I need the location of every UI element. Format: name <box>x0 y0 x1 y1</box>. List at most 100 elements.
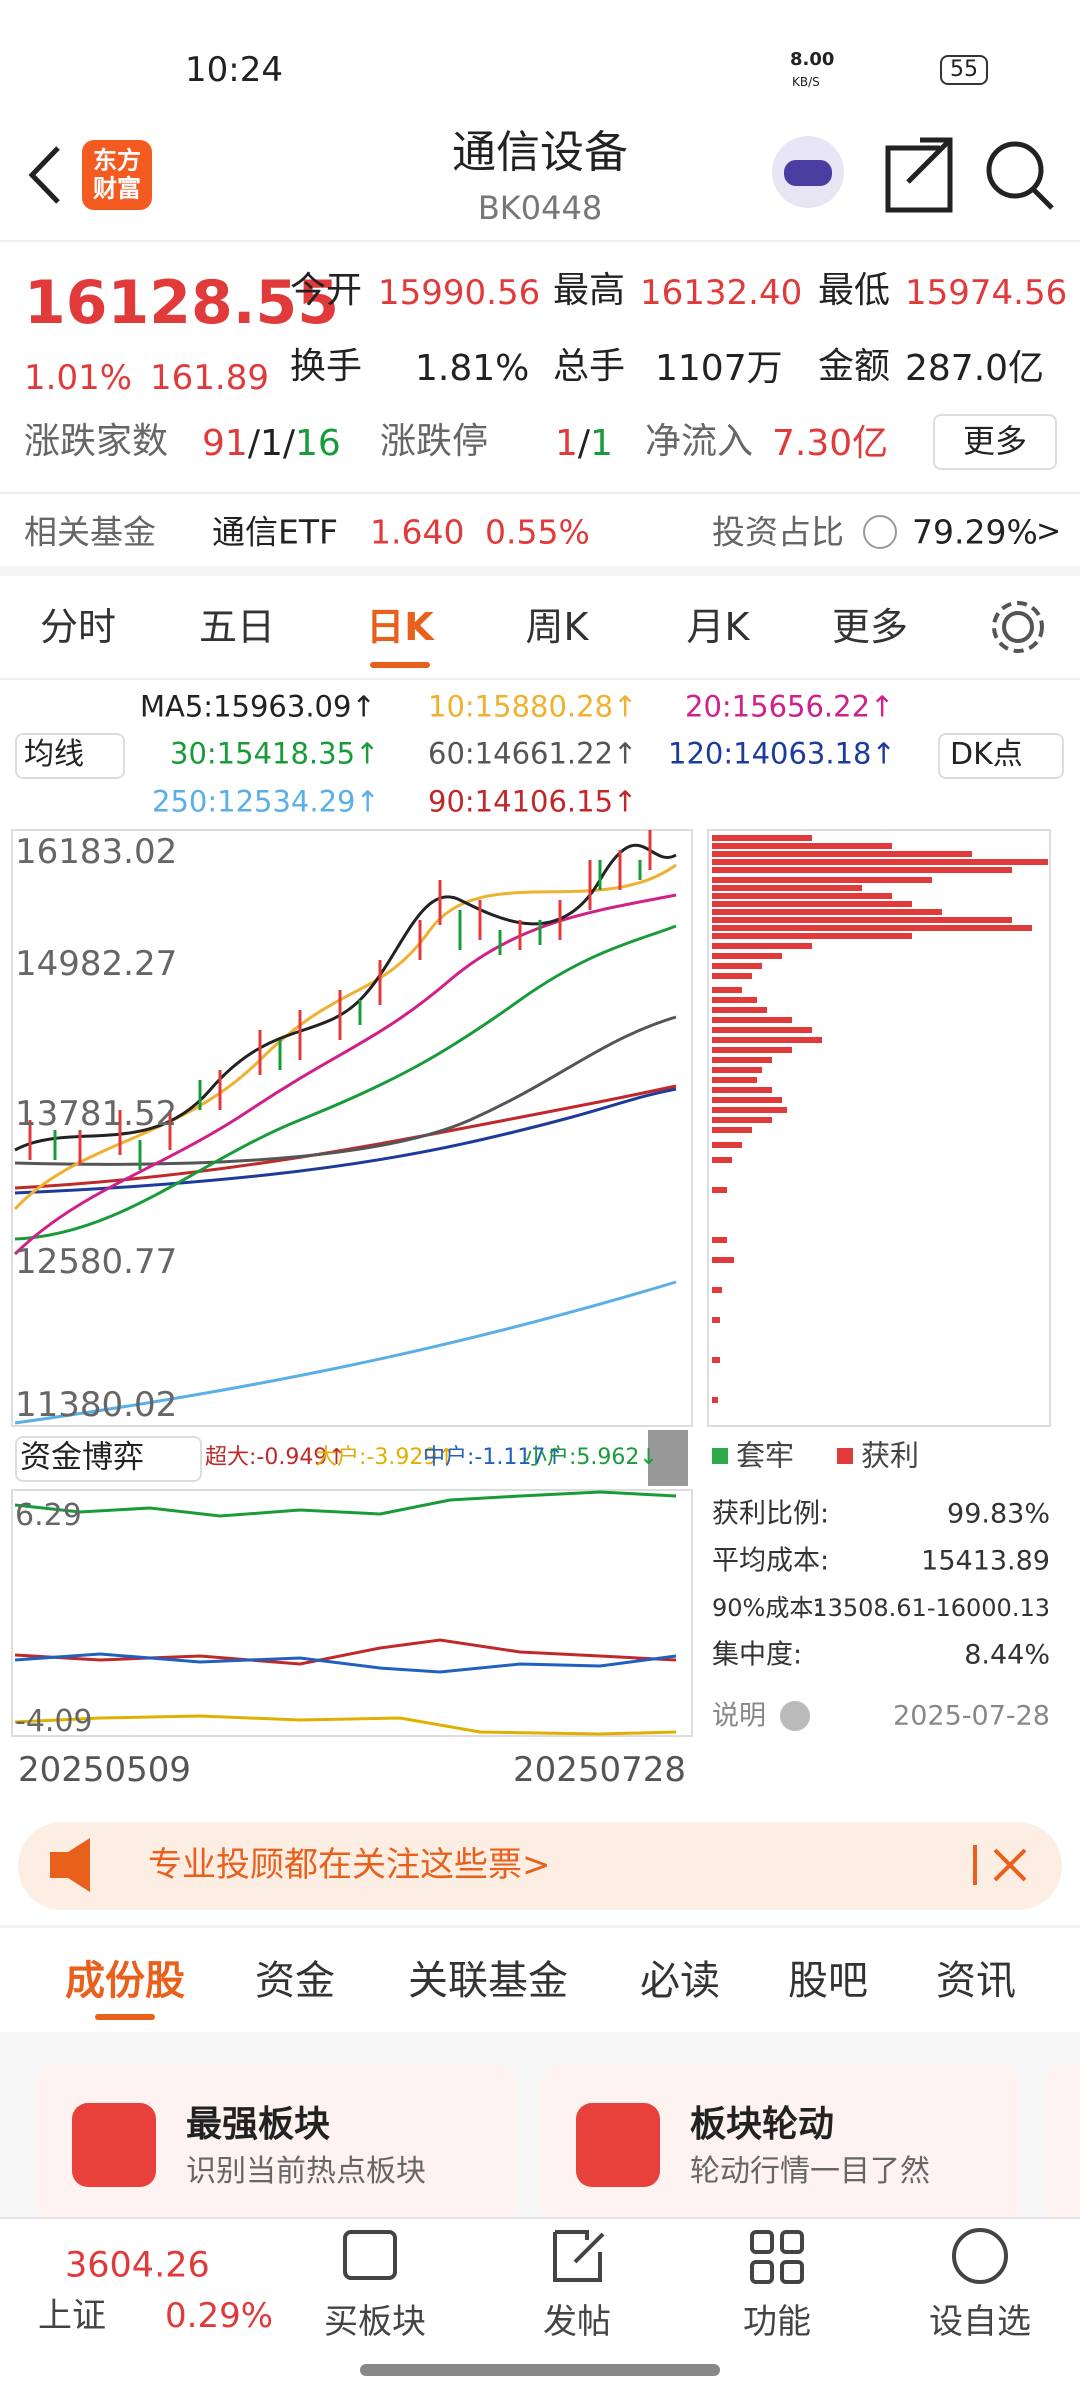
dk-label[interactable]: DK点 <box>950 737 1023 772</box>
more-button[interactable] <box>933 414 1057 470</box>
price-label: 13781.52 <box>15 1094 178 1134</box>
value: 15990.56 <box>378 273 541 313</box>
settings-icon[interactable] <box>992 601 1044 653</box>
label: 相关基金 <box>24 512 156 552</box>
label: 总手 <box>553 346 626 387</box>
card[interactable] <box>36 2065 516 2225</box>
section-tab[interactable]: 资金 <box>255 1958 335 2004</box>
price: 16128.55 <box>24 268 340 338</box>
ma-value: 20:15656.22↑ <box>685 689 895 724</box>
price-label: 11380.02 <box>15 1385 178 1425</box>
chart-tab[interactable]: 月K <box>686 605 750 649</box>
banner-text[interactable]: 专业投顾都在关注这些票> <box>148 1845 551 1885</box>
nav-item[interactable]: 发帖 <box>543 2302 611 2342</box>
megaphone <box>50 1838 90 1892</box>
card[interactable] <box>540 2065 1020 2225</box>
stat-label: 90%成本: <box>712 1594 822 1622</box>
dk-button[interactable] <box>938 733 1064 779</box>
fund-change: 0.55% <box>485 512 590 552</box>
divider <box>0 240 1080 242</box>
card-icon <box>72 2103 156 2187</box>
divider <box>0 678 1080 680</box>
ma-value: 60:14661.22↑ <box>428 736 638 771</box>
tab-underline <box>95 2014 155 2020</box>
ma-value: MA5:15963.09↑ <box>140 689 376 724</box>
code: BK0448 <box>477 189 603 227</box>
chart-tab[interactable]: 五日 <box>198 605 276 649</box>
ma-value: 10:15880.28↑ <box>428 689 638 724</box>
label: 最高 <box>553 270 626 311</box>
indicator-value: 超大:-0.949↑ <box>205 1445 346 1470</box>
indicator-selector[interactable] <box>15 1436 202 1482</box>
label: 涨跌停 <box>380 421 489 462</box>
more-label[interactable]: 更多 <box>962 422 1028 460</box>
ma-lines <box>13 843 677 1425</box>
divider <box>0 492 1080 494</box>
card-title[interactable]: 板块轮动 <box>690 2104 835 2145</box>
help-icon[interactable] <box>863 515 897 549</box>
legend-swatch <box>712 1448 728 1464</box>
nav-item[interactable]: 功能 <box>743 2302 811 2342</box>
indicator-lines <box>14 1490 677 1736</box>
section-tab[interactable]: 关联基金 <box>408 1958 568 2004</box>
arrow[interactable]: > <box>1036 514 1062 549</box>
value: 16132.40 <box>640 273 803 313</box>
ratio: 79.29% <box>912 512 1038 552</box>
chips-date: 2025-07-28 <box>893 1700 1050 1732</box>
down: 1 <box>590 423 613 464</box>
chart-tab[interactable]: 分时 <box>39 605 117 649</box>
indicator-selector-label[interactable]: 资金博弈 <box>20 1439 144 1476</box>
expand-button[interactable] <box>648 1430 688 1486</box>
label: 换手 <box>290 346 363 387</box>
label: 投资占比 <box>712 512 844 552</box>
stat-label: 获利比例: <box>712 1498 830 1530</box>
fund-name[interactable]: 通信ETF <box>212 512 338 552</box>
sep: / <box>247 423 260 464</box>
stat-value: 15413.89 <box>921 1545 1050 1577</box>
breadth: 91/1/16 <box>202 426 341 462</box>
sep: / <box>282 423 295 464</box>
chart-tab[interactable]: 更多 <box>831 605 909 649</box>
price-label: 14982.27 <box>15 944 178 984</box>
ma-selector[interactable] <box>15 733 125 779</box>
card[interactable] <box>1045 2065 1080 2225</box>
section-tab[interactable]: 资讯 <box>936 1958 1016 2004</box>
value: 287.0亿 <box>905 348 1045 389</box>
indicator-max: 6.29 <box>15 1498 82 1533</box>
card-subtitle: 识别当前热点板块 <box>186 2154 426 2189</box>
divider <box>0 1925 1080 1928</box>
chart-tab[interactable]: 周K <box>525 605 589 649</box>
ma-selector-label[interactable]: 均线 <box>24 737 84 772</box>
stat-label: 平均成本: <box>712 1545 830 1577</box>
section-tab[interactable]: 成份股 <box>65 1958 185 2004</box>
info-icon[interactable] <box>780 1701 810 1731</box>
nav-item[interactable]: 买板块 <box>324 2302 426 2342</box>
note[interactable]: 说明 <box>712 1700 766 1732</box>
card-icon <box>576 2103 660 2187</box>
net-speed: 8.00 <box>790 49 835 70</box>
section-tab[interactable]: 必读 <box>640 1958 720 2004</box>
label: 今开 <box>290 270 363 311</box>
chip-distribution <box>712 835 1048 1403</box>
tab-underline <box>370 662 430 668</box>
value: 15974.56 <box>905 273 1068 313</box>
value: 1.81% <box>415 348 530 389</box>
chips-frame <box>707 829 1051 1427</box>
section-tab[interactable]: 股吧 <box>788 1958 868 2004</box>
down: 16 <box>295 423 341 464</box>
stat-value: 99.83% <box>947 1498 1050 1530</box>
up: 91 <box>202 423 248 464</box>
legend-label: 获利 <box>861 1438 920 1473</box>
up: 1 <box>555 423 578 464</box>
banner-close[interactable] <box>973 1845 1027 1885</box>
assistant-face <box>784 160 832 186</box>
logo <box>82 140 152 210</box>
chart-tab[interactable]: 日K <box>366 605 434 649</box>
gap <box>0 566 1080 576</box>
nav-item[interactable]: 设自选 <box>929 2302 1031 2342</box>
card-title[interactable]: 最强板块 <box>186 2104 331 2145</box>
banner-bg[interactable] <box>18 1822 1062 1910</box>
indicator-min: -4.09 <box>15 1704 93 1739</box>
